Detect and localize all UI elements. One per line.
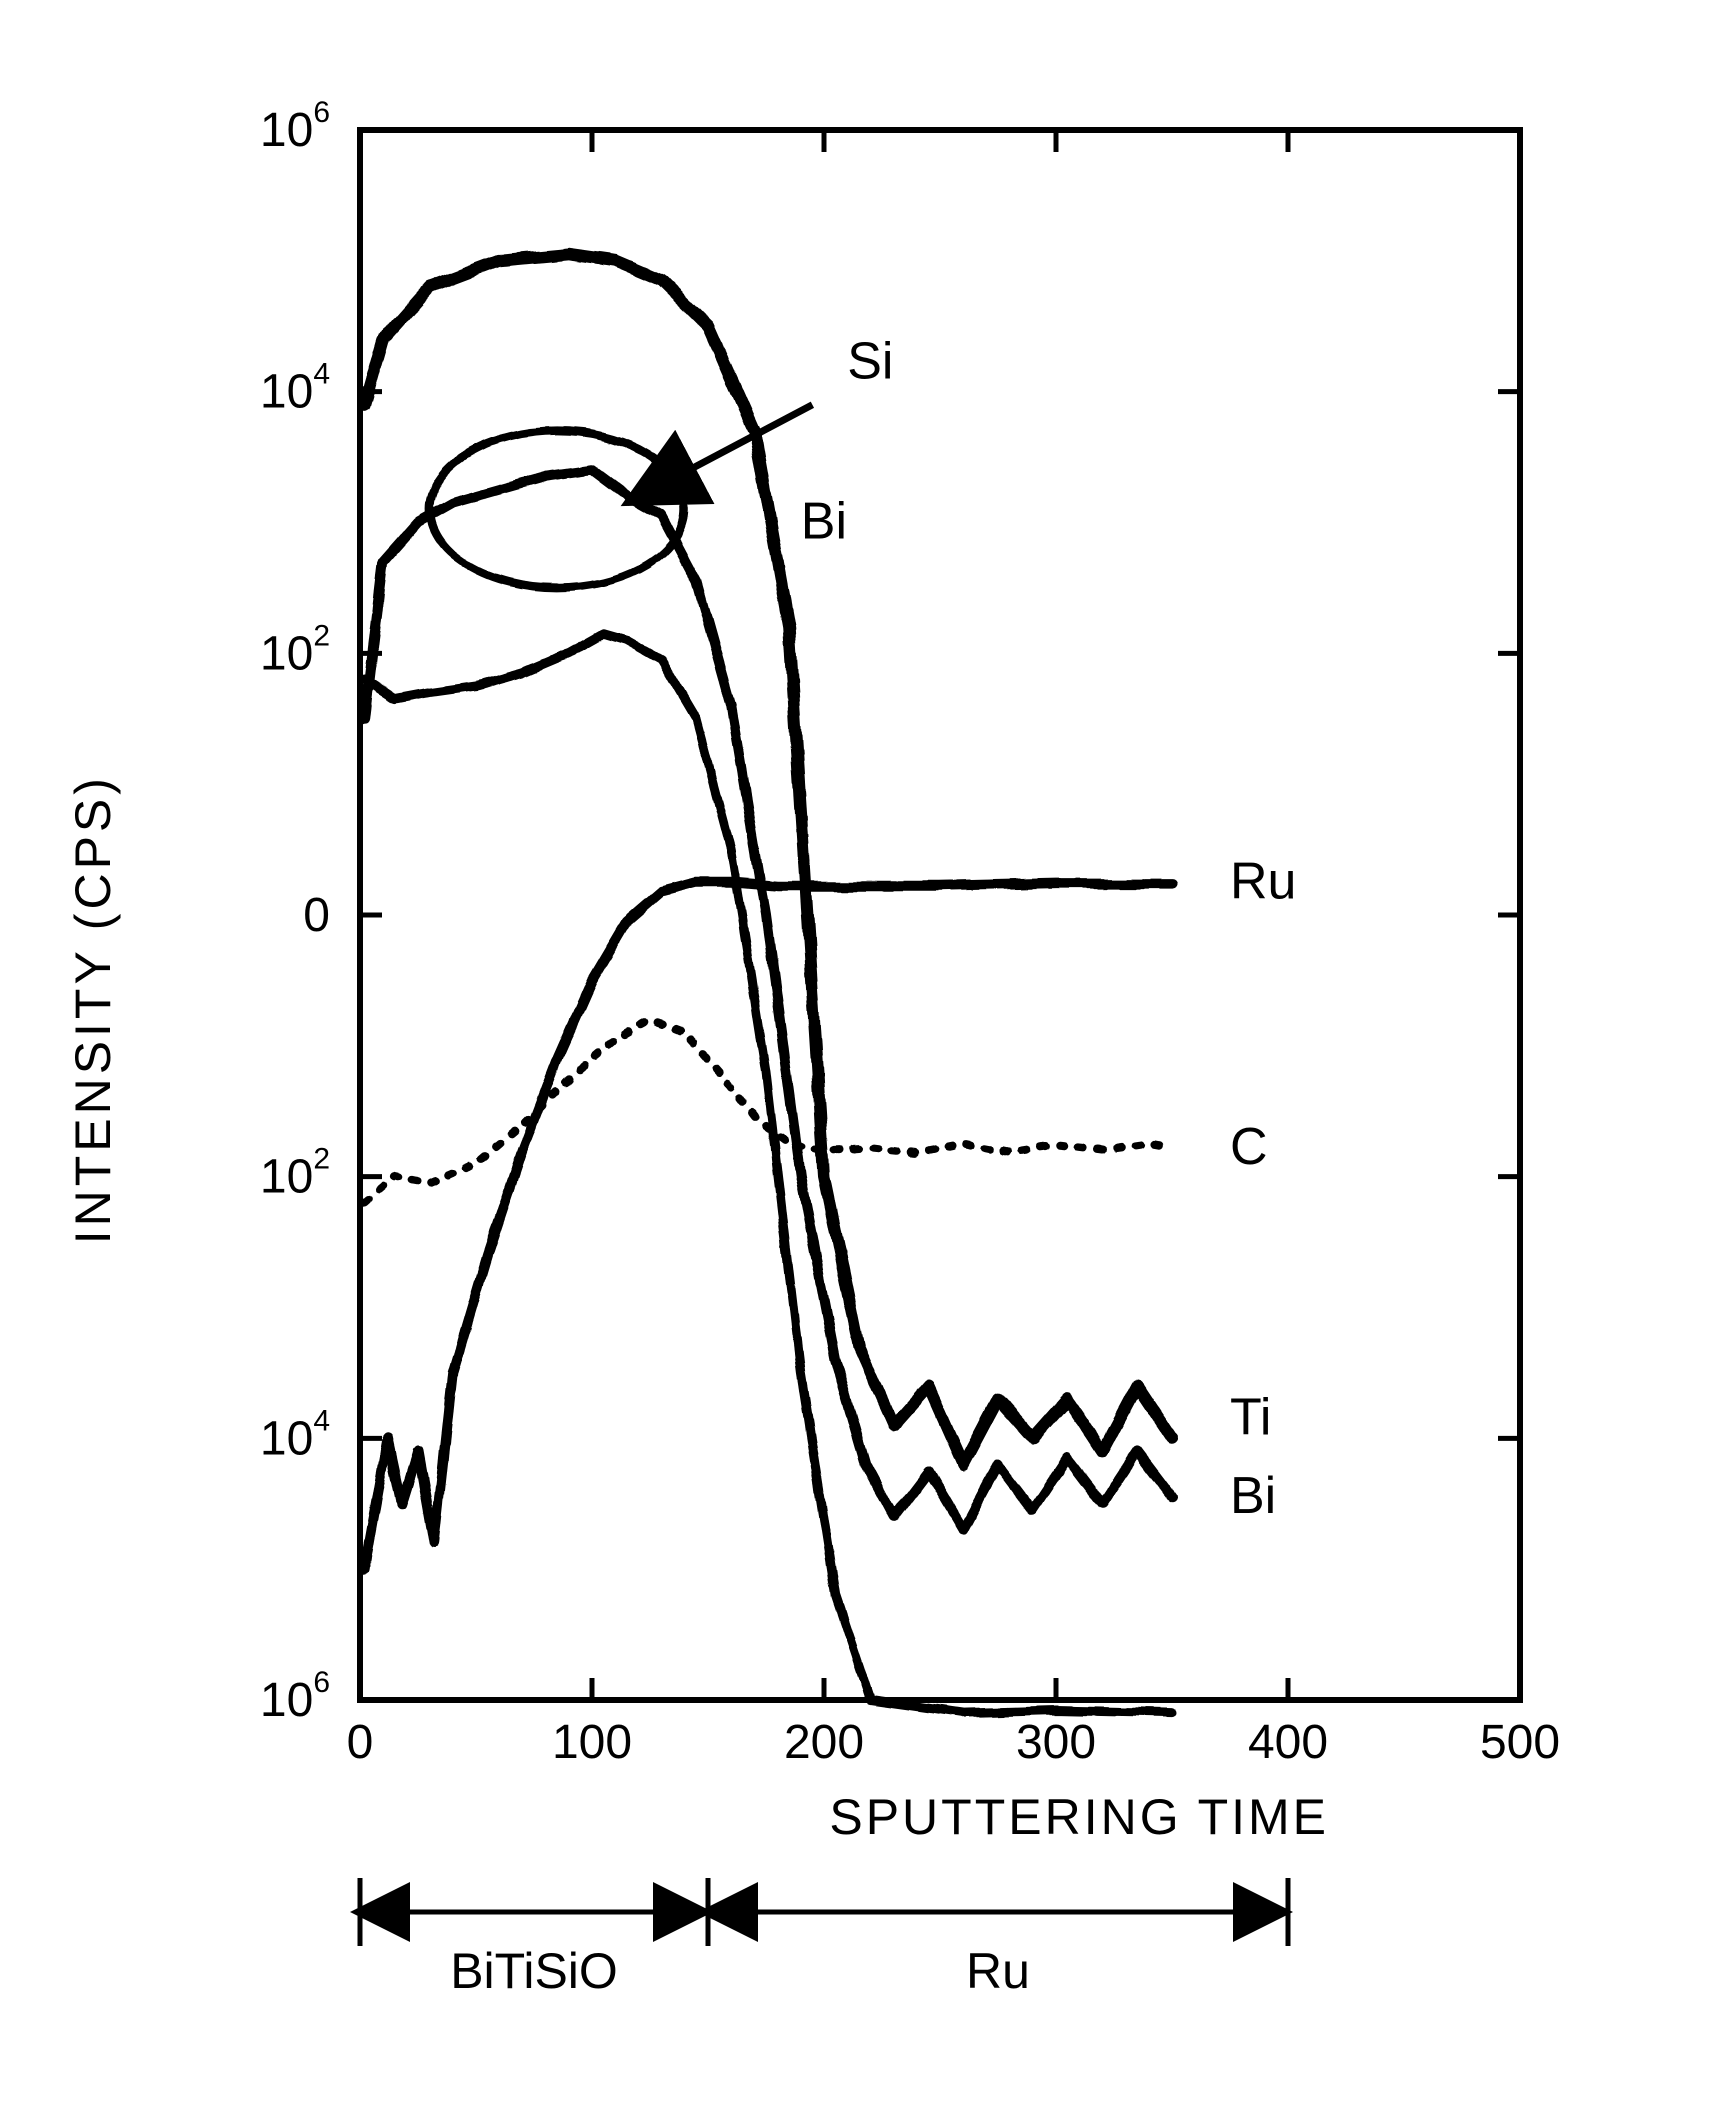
x-axis-label: SPUTTERING TIME <box>829 1789 1329 1845</box>
plot-frame <box>360 130 1520 1700</box>
y-tick-label: 106 <box>260 1666 330 1727</box>
y-tick-label: 104 <box>260 358 330 419</box>
series-Ti_top <box>365 254 1172 1464</box>
x-tick-label: 400 <box>1248 1716 1328 1769</box>
si-arrow <box>627 405 813 503</box>
x-tick-label: 500 <box>1480 1716 1560 1769</box>
y-tick-label: 104 <box>260 1404 330 1465</box>
label-c: C <box>1230 1118 1268 1176</box>
x-tick-label: 0 <box>347 1716 374 1769</box>
y-tick-label: 0 <box>303 889 330 942</box>
x-tick-label: 300 <box>1016 1716 1096 1769</box>
series-Bi <box>365 470 1172 1530</box>
label-si: Si <box>847 333 893 391</box>
y-tick-label: 102 <box>260 1143 330 1204</box>
label-bi-lower: Bi <box>1230 1467 1276 1525</box>
region-label: Ru <box>966 1943 1030 1999</box>
region-label: BiTiSiO <box>450 1943 618 1999</box>
series-Ru <box>365 882 1172 1569</box>
label-bi: Bi <box>801 493 847 551</box>
chart-svg: 0 100 200 300 400 500 106 104 102 0 102 104 106 SPUTT… <box>0 0 1717 2114</box>
y-axis-label: INTENSITY (CPS) <box>65 774 121 1244</box>
label-ti: Ti <box>1230 1389 1271 1447</box>
label-ru: Ru <box>1230 852 1296 910</box>
y-tick-label: 106 <box>260 96 330 157</box>
x-tick-label: 200 <box>784 1716 864 1769</box>
series-Si <box>365 634 1172 1713</box>
y-tick-label: 102 <box>260 619 330 680</box>
x-tick-label: 100 <box>552 1716 632 1769</box>
sims-depth-profile-chart: 0 100 200 300 400 500 106 104 102 0 102 104 106 SPUTT… <box>0 0 1717 2114</box>
